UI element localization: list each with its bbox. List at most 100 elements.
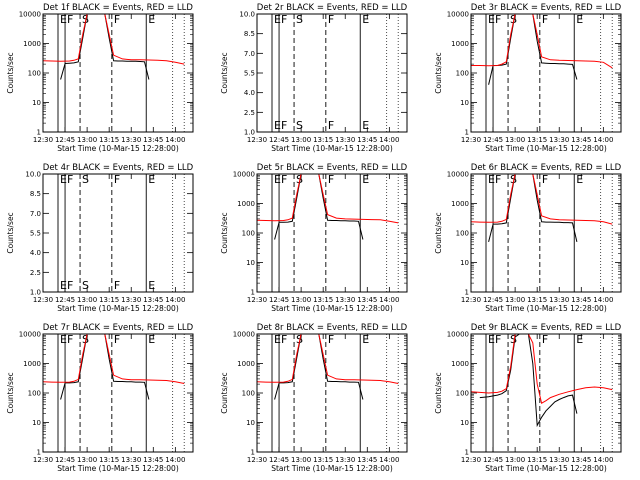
x-axis-label: Start Time (10-Mar-15 12:28:00): [271, 464, 393, 473]
marker-label-top: E: [362, 13, 369, 26]
marker-label-bottom: E: [274, 119, 281, 132]
x-tick-label: 12:45: [55, 456, 75, 464]
marker-label-top: S: [296, 13, 303, 26]
y-tick-label: 10000: [447, 331, 469, 339]
marker-label-bottom: F: [281, 119, 287, 132]
x-tick-label: 13:15: [313, 456, 333, 464]
y-tick-label: 2.5: [30, 269, 41, 277]
y-tick-label: 10000: [19, 11, 41, 19]
y-tick-label: 5.5: [244, 70, 255, 78]
y-tick-label: 10: [246, 419, 255, 427]
x-tick-label: 13:45: [571, 136, 591, 144]
series-line-events: [488, 173, 578, 243]
y-axis-label: Counts/sec: [220, 212, 229, 253]
marker-label-top: F: [542, 333, 548, 346]
y-tick-label: 1: [251, 449, 255, 457]
marker-label-top: F: [495, 173, 501, 186]
series-line-events: [479, 333, 578, 428]
x-tick-label: 12:30: [247, 456, 267, 464]
y-tick-label: 10: [32, 99, 41, 107]
y-axis-label: Counts/sec: [220, 372, 229, 413]
y-tick-label: 10: [32, 419, 41, 427]
x-axis-label: Start Time (10-Mar-15 12:28:00): [485, 144, 607, 153]
y-tick-label: 10.0: [25, 171, 41, 179]
x-tick-label: 13:00: [505, 456, 525, 464]
x-tick-label: 13:15: [527, 136, 547, 144]
x-tick-label: 12:30: [247, 136, 267, 144]
x-tick-label: 13:15: [313, 136, 333, 144]
marker-label-top: E: [576, 13, 583, 26]
x-tick-label: 13:15: [527, 456, 547, 464]
marker-label-top: F: [495, 333, 501, 346]
y-tick-label: 10: [460, 419, 469, 427]
x-tick-label: 13:30: [335, 296, 355, 304]
marker-label-top: E: [60, 333, 67, 346]
x-tick-label: 14:00: [379, 296, 399, 304]
y-axis-label: Counts/sec: [220, 52, 229, 93]
series-line-events: [274, 173, 364, 240]
marker-label-top: E: [362, 173, 369, 186]
x-tick-label: 13:30: [549, 456, 569, 464]
marker-label-top: F: [328, 173, 334, 186]
y-tick-label: 100: [456, 230, 469, 238]
marker-label-top: S: [82, 173, 89, 186]
y-axis-label: Counts/sec: [6, 372, 15, 413]
marker-label-top: F: [67, 13, 73, 26]
panel-title: Det 4r BLACK = Events, RED = LLD: [43, 163, 194, 173]
x-tick-label: 13:30: [121, 456, 141, 464]
y-axis-label: Counts/sec: [434, 372, 443, 413]
x-tick-label: 13:30: [121, 296, 141, 304]
x-tick-label: 12:45: [55, 296, 75, 304]
marker-label-bottom: E: [60, 279, 67, 292]
marker-label-top: F: [328, 13, 334, 26]
marker-label-top: F: [542, 173, 548, 186]
x-tick-label: 12:45: [55, 136, 75, 144]
series-line-events: [60, 333, 150, 400]
marker-label-top: E: [274, 173, 281, 186]
x-axis-label: Start Time (10-Mar-15 12:28:00): [271, 304, 393, 313]
y-tick-label: 1000: [23, 360, 41, 368]
marker-label-top: F: [67, 173, 73, 186]
x-tick-label: 13:00: [505, 296, 525, 304]
panel-5: Det 5r BLACK = Events, RED = LLD Counts/s…: [220, 163, 408, 313]
x-tick-label: 12:45: [483, 296, 503, 304]
marker-label-top: F: [281, 333, 287, 346]
plot-frame: [42, 173, 194, 293]
marker-label-top: E: [488, 173, 495, 186]
x-tick-label: 12:30: [461, 136, 481, 144]
panel-1: Det 1f BLACK = Events, RED = LLD Counts/s…: [6, 3, 194, 153]
y-tick-label: 100: [456, 390, 469, 398]
y-tick-label: 8.5: [244, 30, 255, 38]
marker-label-top: F: [114, 173, 120, 186]
y-tick-label: 1: [465, 449, 469, 457]
x-tick-label: 12:30: [461, 456, 481, 464]
x-tick-label: 14:00: [165, 296, 185, 304]
marker-label-top: F: [114, 333, 120, 346]
y-tick-label: 1000: [451, 200, 469, 208]
x-tick-label: 12:45: [269, 296, 289, 304]
marker-label-top: F: [114, 13, 120, 26]
marker-label-bottom: F: [114, 279, 120, 292]
x-tick-label: 13:15: [99, 456, 119, 464]
series-line-lld: [470, 333, 613, 404]
x-tick-label: 14:00: [593, 456, 613, 464]
x-tick-label: 13:15: [99, 296, 119, 304]
y-tick-label: 1.0: [244, 129, 255, 137]
marker-label-top: F: [281, 13, 287, 26]
marker-label-top: F: [281, 173, 287, 186]
x-tick-label: 12:30: [247, 296, 267, 304]
marker-label-top: F: [328, 333, 334, 346]
y-tick-label: 1.0: [30, 289, 41, 297]
marker-label-top: E: [148, 13, 155, 26]
x-tick-label: 13:00: [291, 456, 311, 464]
panel-title: Det 9r BLACK = Events, RED = LLD: [471, 323, 622, 333]
marker-label-top: S: [510, 333, 517, 346]
x-axis-label: Start Time (10-Mar-15 12:28:00): [57, 464, 179, 473]
x-tick-label: 14:00: [165, 456, 185, 464]
marker-label-top: E: [148, 173, 155, 186]
y-tick-label: 1000: [23, 40, 41, 48]
marker-label-top: F: [495, 13, 501, 26]
y-tick-label: 1: [465, 289, 469, 297]
marker-label-bottom: F: [328, 119, 334, 132]
